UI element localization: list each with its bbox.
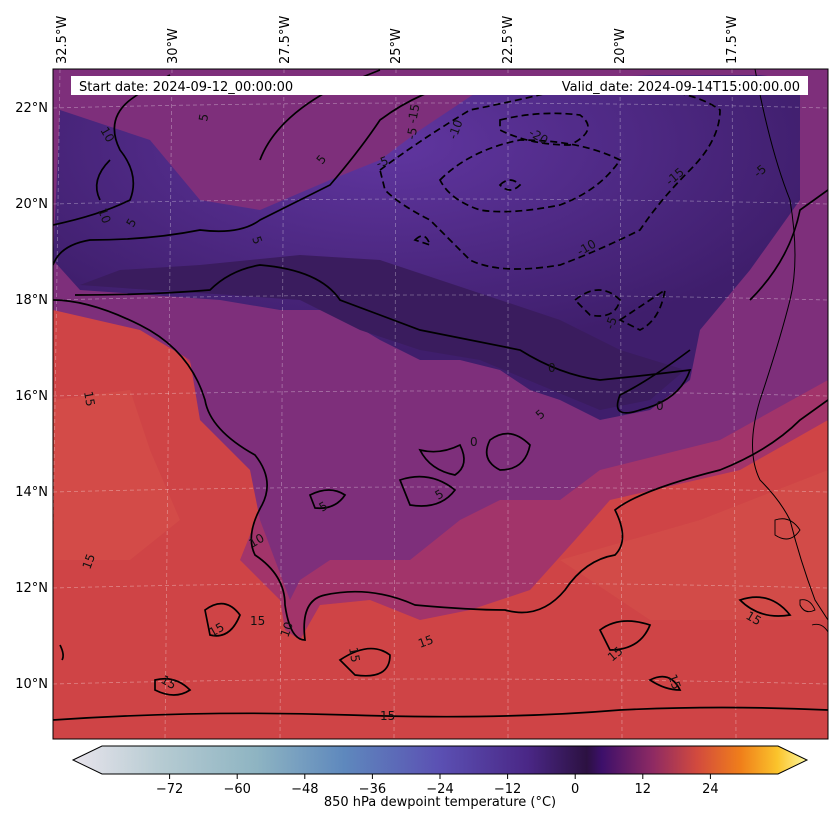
contour-label: -5 — [603, 315, 620, 331]
islands — [774, 518, 828, 633]
colorbar-tick-label: −24 — [426, 782, 453, 797]
start-date-label: Start date: 2024-09-12_00:00:00 — [79, 80, 293, 95]
contour-label: 10 — [247, 531, 267, 551]
colorbar-tick-label: −60 — [223, 782, 250, 797]
colorbar-ticks: −72 −60 −48 −36 −24 −12 0 12 24 — [156, 774, 719, 797]
colorbar: −72 −60 −48 −36 −24 −12 0 12 24 850 hPa dewpoint… — [71, 745, 809, 810]
contour-label: -5 — [374, 154, 390, 171]
moist-patch — [53, 390, 180, 560]
contour-label: 0 — [548, 361, 556, 375]
contour-label: 15 — [207, 620, 227, 640]
contour-label: -10 — [446, 118, 466, 141]
coastline — [752, 69, 828, 621]
valid-date-label: Valid_date: 2024-09-14T15:00:00.00 — [562, 80, 800, 95]
lat-label: 18°N — [15, 293, 48, 308]
graticule — [53, 69, 828, 739]
contour-label: 10 — [278, 620, 296, 639]
header-box — [71, 76, 808, 95]
contour-label: 15 — [380, 709, 395, 723]
colorbar-tick-label: 12 — [635, 782, 652, 797]
lat-label: 16°N — [15, 389, 48, 404]
lat-label: 20°N — [15, 197, 48, 212]
contour-label: 15 — [665, 672, 683, 691]
map-panel — [53, 69, 828, 739]
contour-label: 15 — [80, 552, 98, 571]
lat-label: 10°N — [15, 677, 48, 692]
lon-label: 25°W — [389, 28, 404, 64]
contour-label: -15 — [405, 103, 422, 125]
contour-label: 5 — [196, 113, 211, 123]
colorbar-tick-label: −72 — [156, 782, 183, 797]
colorbar-tick-label: −48 — [291, 782, 318, 797]
negative-contours — [379, 86, 721, 331]
contour-label: 15 — [416, 632, 435, 650]
contour-label: 15 — [81, 390, 97, 407]
lon-label: 22.5°W — [501, 16, 516, 64]
contour-label: 15 — [159, 672, 179, 692]
contour-label: 0 — [656, 399, 664, 413]
lon-label: 30°W — [166, 28, 181, 64]
moist-patch — [560, 470, 828, 620]
colorbar-tick-label: −12 — [494, 782, 521, 797]
lat-label: 12°N — [15, 581, 48, 596]
lon-label: 20°W — [613, 28, 628, 64]
dry-air-tongue — [53, 75, 800, 420]
colorbar-tick-label: −36 — [359, 782, 386, 797]
lon-label: 17.5°W — [725, 16, 740, 64]
contour-label: -5 — [404, 126, 420, 140]
colorbar-tick-label: 0 — [571, 782, 579, 797]
lon-label: 27.5°W — [278, 16, 293, 64]
colorbar-label: 850 hPa dewpoint temperature (°C) — [324, 795, 556, 810]
map-border — [52, 68, 829, 740]
colorbar-bar — [71, 745, 809, 775]
contour-label: 10 — [95, 206, 113, 225]
lat-label: 22°N — [15, 101, 48, 116]
contour-label: 15 — [250, 614, 265, 628]
contour-label: 15 — [346, 646, 362, 663]
contour-label: 5 — [249, 234, 265, 246]
contour-label: 10 — [97, 125, 117, 145]
contour-label: 0 — [470, 435, 478, 449]
colorbar-tick-label: 24 — [702, 782, 719, 797]
lat-label: 14°N — [15, 485, 48, 500]
dry-core — [80, 255, 685, 410]
lon-label: 32.5°W — [55, 16, 70, 64]
contour-label: 15 — [744, 608, 764, 628]
